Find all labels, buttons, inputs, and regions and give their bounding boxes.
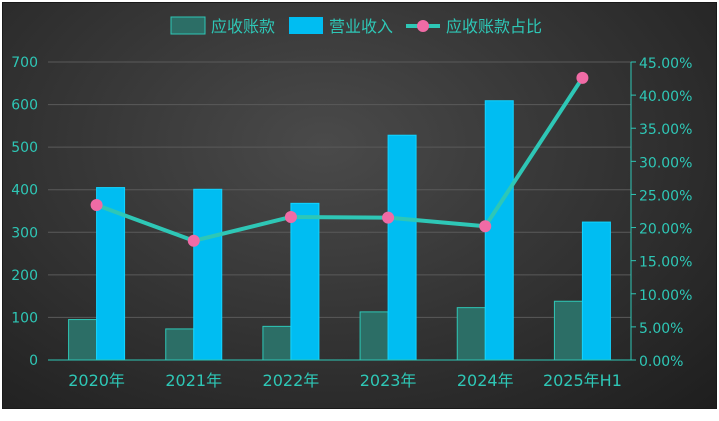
left-tick-label: 600 — [11, 98, 38, 114]
legend-label-receivables: 应收账款 — [211, 17, 275, 36]
right-tick-label: 30.00% — [639, 155, 692, 171]
ratio-line-series — [90, 71, 589, 247]
right-tick-label: 25.00% — [639, 188, 692, 204]
grid-lines — [48, 61, 631, 361]
right-tick-label: 10.00% — [639, 288, 692, 304]
bar-revenue — [290, 202, 320, 361]
x-tick-label: 2021年 — [165, 371, 222, 390]
ratio-point — [187, 234, 200, 247]
x-tick-label: 2023年 — [360, 371, 417, 390]
ratio-point — [576, 71, 589, 84]
bar-revenue — [193, 188, 223, 361]
bar-receivables — [262, 325, 292, 361]
legend-swatch-receivables — [170, 16, 206, 35]
bar-receivables — [68, 319, 98, 361]
x-tick-label: 2020年 — [68, 371, 125, 390]
right-tick-label: 40.00% — [639, 89, 692, 105]
left-tick-label: 500 — [11, 140, 38, 156]
ratio-point — [90, 199, 103, 212]
chart-frame: 0 100 200 300 400 500 600 700 0.00% 5.00% 10.00% 1… — [2, 2, 717, 409]
left-tick-label: 300 — [11, 225, 38, 241]
bar-receivables — [553, 300, 583, 361]
legend-label-ratio: 应收账款占比 — [446, 17, 542, 36]
bar-receivables — [359, 311, 389, 361]
x-tick-label: 2024年 — [457, 371, 514, 390]
right-tick-label: 45.00% — [639, 56, 692, 72]
ratio-point — [284, 210, 297, 223]
ratio-point — [382, 211, 395, 224]
left-tick-label: 200 — [11, 268, 38, 284]
bar-series — [68, 100, 611, 361]
legend-label-revenue: 营业收入 — [329, 17, 393, 36]
right-tick-label: 5.00% — [639, 321, 683, 337]
left-axis: 0 100 200 300 400 500 600 700 — [11, 55, 38, 369]
right-tick-label: 15.00% — [639, 255, 692, 271]
right-tick-label: 35.00% — [639, 122, 692, 138]
bar-revenue — [96, 187, 126, 361]
bar-receivables — [165, 328, 195, 361]
x-tick-label: 2022年 — [263, 371, 320, 390]
bar-receivables — [456, 307, 486, 361]
legend-marker-ratio — [417, 20, 429, 32]
right-axis: 0.00% 5.00% 10.00% 15.00% 20.00% 25.00% 30.00%… — [630, 56, 692, 370]
bar-revenue — [581, 221, 611, 361]
legend: 应收账款 营业收入 应收账款占比 — [170, 16, 542, 36]
ratio-line — [95, 76, 585, 243]
left-tick-label: 700 — [11, 55, 38, 71]
left-tick-label: 0 — [29, 353, 38, 369]
bar-revenue — [484, 100, 514, 361]
combo-chart: 0 100 200 300 400 500 600 700 0.00% 5.00% 10.00% 1… — [11, 16, 692, 390]
right-tick-label: 20.00% — [639, 222, 692, 238]
x-tick-label: 2025年H1 — [543, 371, 622, 390]
bar-revenue — [387, 134, 417, 361]
legend-swatch-revenue — [289, 17, 323, 34]
left-tick-label: 400 — [11, 183, 38, 199]
x-axis: 2020年 2021年 2022年 2023年 2024年 2025年H1 — [48, 359, 631, 390]
ratio-point — [479, 220, 492, 233]
left-tick-label: 100 — [11, 310, 38, 326]
right-tick-label: 0.00% — [639, 354, 683, 370]
